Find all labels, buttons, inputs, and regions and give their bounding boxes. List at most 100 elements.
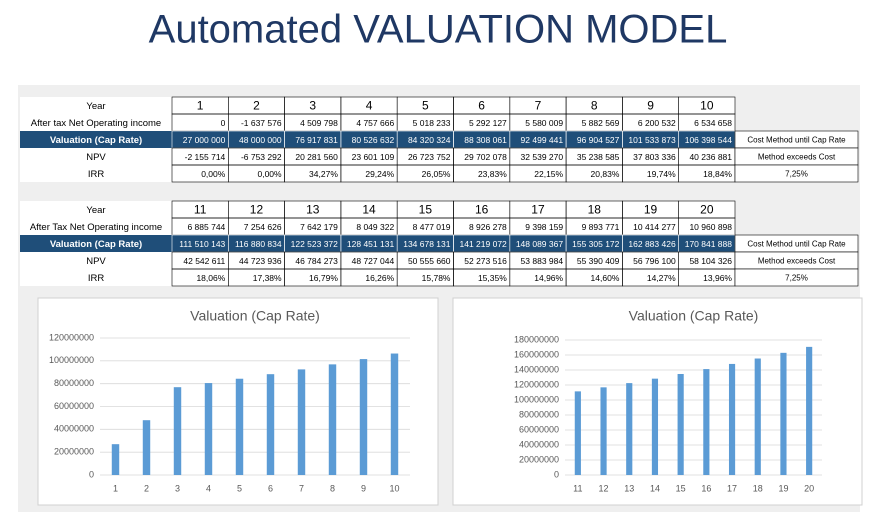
value-cell: 8 477 019 (413, 222, 451, 232)
note-text: Cost Method until Cap Rate (747, 136, 846, 145)
row-label: After tax Net Operating income (31, 118, 161, 129)
value-cell: 6 534 658 (694, 118, 732, 128)
value-cell: 40 236 881 (689, 152, 732, 162)
value-cell: 34,27% (309, 169, 338, 179)
value-cell: 56 796 100 (633, 256, 676, 266)
value-cell: 15,35% (478, 273, 507, 283)
y-tick-label: 80000000 (519, 409, 559, 419)
year-cell: 12 (250, 203, 264, 217)
value-cell: 46 784 273 (295, 256, 338, 266)
y-tick-label: 40000000 (54, 424, 94, 434)
value-cell: 23 601 109 (352, 152, 395, 162)
year-cell: 14 (362, 203, 376, 217)
bar (574, 391, 581, 475)
value-cell: 10 414 277 (633, 222, 676, 232)
y-tick-label: 120000000 (514, 379, 559, 389)
value-cell: 116 880 834 (235, 239, 282, 249)
value-cell: 162 883 426 (628, 239, 676, 249)
value-cell: 134 678 131 (403, 239, 451, 249)
y-tick-label: 40000000 (519, 439, 559, 449)
value-cell: 111 510 143 (179, 239, 225, 249)
value-cell: 0,00% (257, 169, 282, 179)
value-cell: 14,60% (591, 273, 620, 283)
bar (754, 358, 761, 475)
value-cell: 0 (221, 118, 226, 128)
x-tick-label: 3 (175, 483, 180, 493)
value-cell: 96 904 527 (577, 135, 620, 145)
value-cell: 10 960 898 (689, 222, 732, 232)
y-tick-label: 0 (554, 469, 559, 479)
value-cell: 15,78% (422, 273, 451, 283)
x-tick-label: 2 (144, 483, 149, 493)
x-tick-label: 13 (624, 483, 634, 493)
year-cell: 7 (535, 99, 542, 113)
value-cell: 14,96% (534, 273, 563, 283)
bar (390, 353, 399, 475)
year-cell: 8 (591, 99, 598, 113)
y-tick-label: 160000000 (514, 349, 559, 359)
bar (328, 364, 337, 475)
value-cell: 76 917 831 (295, 135, 338, 145)
note-text: Method exceeds Cost (758, 153, 836, 162)
value-cell: 26,05% (422, 169, 451, 179)
year-cell: 18 (588, 203, 602, 217)
value-cell: 6 885 744 (187, 222, 225, 232)
value-cell: 128 451 131 (347, 239, 395, 249)
row-label: Valuation (Cap Rate) (50, 239, 142, 250)
bar (728, 363, 736, 475)
x-tick-label: 9 (361, 483, 366, 493)
x-tick-label: 8 (330, 483, 335, 493)
year-cell: 9 (647, 99, 654, 113)
value-cell: 5 882 569 (582, 118, 620, 128)
row-label: NPV (86, 256, 106, 267)
year-cell: 19 (644, 203, 658, 217)
year-cell: 4 (366, 99, 373, 113)
value-cell: 16,79% (309, 273, 338, 283)
y-tick-label: 80000000 (54, 378, 94, 388)
x-tick-label: 16 (701, 483, 711, 493)
value-cell: 5 018 233 (413, 118, 451, 128)
value-cell: 101 533 873 (628, 135, 676, 145)
y-tick-label: 140000000 (514, 364, 559, 374)
value-cell: 16,26% (365, 273, 394, 283)
value-cell: 58 104 326 (689, 256, 732, 266)
value-cell: 27 000 000 (183, 135, 226, 145)
bar (626, 383, 633, 475)
y-tick-label: 0 (89, 469, 94, 479)
year-cell: 13 (306, 203, 320, 217)
bar (204, 383, 213, 475)
x-tick-label: 10 (389, 483, 399, 493)
value-cell: -2 155 714 (185, 152, 226, 162)
value-cell: 13,96% (703, 273, 732, 283)
x-tick-label: 12 (599, 483, 609, 493)
y-tick-label: 60000000 (54, 401, 94, 411)
value-cell: 22,15% (534, 169, 563, 179)
value-cell: 170 841 888 (685, 239, 733, 249)
value-cell: 50 555 660 (408, 256, 451, 266)
chart-title: Valuation (Cap Rate) (190, 308, 320, 324)
value-cell: 7 254 626 (244, 222, 282, 232)
value-cell: 48 000 000 (239, 135, 282, 145)
highlight-row (20, 235, 735, 252)
x-tick-label: 4 (206, 483, 211, 493)
value-cell: 84 320 324 (408, 135, 451, 145)
note-cell (734, 268, 859, 287)
note-text: Method exceeds Cost (758, 257, 836, 266)
value-cell: 0,00% (201, 169, 226, 179)
x-tick-label: 7 (299, 483, 304, 493)
value-cell: 32 539 270 (521, 152, 564, 162)
row-label: Valuation (Cap Rate) (50, 135, 142, 146)
page-title: Automated VALUATION MODEL (149, 8, 728, 52)
year-cell: 6 (478, 99, 485, 113)
x-tick-label: 1 (113, 483, 118, 493)
chart-title: Valuation (Cap Rate) (629, 308, 759, 324)
row-label: IRR (88, 273, 105, 284)
note-text: 7,25% (785, 274, 808, 283)
value-cell: 26 723 752 (408, 152, 451, 162)
bar (677, 373, 684, 475)
y-tick-label: 20000000 (519, 454, 559, 464)
value-cell: -6 753 292 (241, 152, 282, 162)
value-cell: 8 049 322 (356, 222, 394, 232)
value-cell: 14,27% (647, 273, 676, 283)
